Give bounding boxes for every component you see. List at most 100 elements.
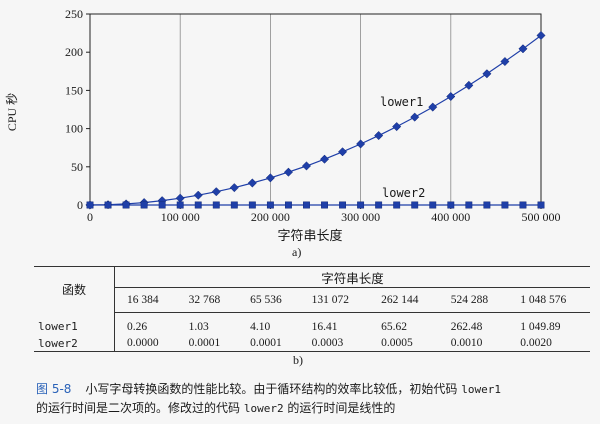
data-point-lower1: [536, 30, 546, 41]
x-tick-label: 200 000: [251, 210, 290, 224]
chart: CPU 秒 字符串长度 0 50 100 150 200 250 0 100 000 200 …: [5, 7, 561, 243]
data-point-lower1: [319, 154, 330, 164]
y-tick-label: 200: [65, 45, 83, 59]
table-header-string-length: 字符串长度: [114, 266, 590, 288]
y-ticks: 0 50 100 150 200 250: [65, 7, 90, 212]
caption-code: lower1: [461, 383, 502, 396]
table-row: lower1 0.26 1.03 4.10 16.41 65.62 262.48…: [34, 312, 590, 335]
table-size-cell: 32 768: [176, 287, 239, 313]
axes: [89, 13, 542, 206]
table-size-cell: 262 144: [369, 287, 439, 313]
data-point-lower2: [230, 201, 238, 209]
data-point-lower2: [86, 201, 94, 209]
data-point-lower2: [429, 201, 437, 209]
caption-code: lower2: [243, 402, 284, 415]
data-point-lower2: [321, 201, 328, 209]
plot-frame: [89, 13, 542, 206]
table-cell: 1 049.89: [520, 321, 561, 333]
y-tick-label: 150: [65, 83, 83, 97]
table-cell: 0.0010: [438, 335, 509, 352]
data-point-lower2: [122, 201, 130, 209]
table-size-cell: 1 048 576: [508, 287, 590, 313]
table-cell: 0.0020: [508, 335, 590, 352]
data-point-lower1: [247, 178, 257, 188]
data-point-lower2: [519, 201, 527, 209]
table-row-name: lower2: [34, 335, 115, 352]
data-point-lower2: [284, 201, 292, 209]
data-point-lower1: [283, 167, 293, 177]
data-point-lower1: [482, 69, 492, 79]
data-point-lower2: [104, 201, 112, 209]
table-cell: 0.0001: [238, 335, 300, 352]
data-point-lower2: [176, 201, 184, 209]
table-size-cell: 65 536: [238, 287, 300, 313]
data-point-lower1: [392, 122, 402, 132]
data-point-lower2: [483, 201, 491, 209]
table-cell: 65.62: [381, 321, 407, 333]
y-tick-label: 0: [77, 198, 83, 212]
data-point-lower1: [500, 56, 510, 67]
data-point-lower1: [229, 183, 239, 193]
caption-text: 的运行时间是线性的: [287, 401, 396, 415]
table-size-row: 16 384 32 768 65 536 131 072 262 144 524…: [34, 287, 590, 313]
table-cell: 0.0003: [299, 335, 370, 352]
data-point-lower2: [266, 201, 274, 209]
data-point-lower1: [265, 173, 275, 183]
data-point-lower1: [410, 112, 420, 122]
table-size-cell: 16 384: [114, 287, 177, 313]
table-cell: 4.10: [250, 321, 271, 333]
data-point-lower2: [411, 201, 419, 209]
table-row: lower2 0.0000 0.0001 0.0001 0.0003 0.000…: [34, 335, 590, 352]
table-cell: 0.0005: [369, 335, 439, 352]
data-point-lower2: [393, 201, 401, 209]
x-tick-label: 0: [87, 210, 93, 224]
data-point-lower2: [158, 201, 166, 209]
figure-caption: 图 5-8 小写字母转换函数的性能比较。由于循环结构的效率比较低，初始代码 low…: [36, 380, 592, 418]
data-point-lower1: [338, 147, 348, 157]
data-point-lower2: [375, 201, 383, 209]
data-point-lower2: [303, 201, 310, 209]
data-point-lower1: [446, 91, 456, 102]
data-point-lower1: [301, 161, 312, 171]
data-point-lower2: [194, 201, 202, 209]
table-size-cell: 524 288: [438, 287, 509, 313]
table-cell: 0.26: [127, 321, 148, 333]
data-point-lower2: [140, 201, 148, 209]
y-axis-label: CPU 秒: [5, 93, 19, 131]
data-point-lower2: [447, 201, 455, 209]
table-cell: 0.0000: [114, 335, 177, 352]
table-size-cell: 131 072: [299, 287, 370, 313]
figure-number: 图 5-8: [36, 382, 72, 396]
x-tick-label: 400 000: [431, 210, 470, 224]
data-point-lower2: [248, 201, 256, 209]
data-point-lower1: [175, 193, 185, 203]
y-tick-label: 250: [65, 7, 83, 21]
table-cell: 1.03: [188, 321, 209, 333]
series-label-lower1: lower1: [380, 95, 423, 109]
data-point-lower1: [428, 102, 438, 112]
table-cell: 262.48: [450, 321, 483, 333]
data-point-lower1: [518, 44, 528, 54]
table-cell: 0.0001: [176, 335, 239, 352]
grid: [89, 14, 542, 205]
series-label-lower2: lower2: [382, 186, 425, 200]
data-point-lower1: [211, 187, 221, 197]
data-point-lower2: [465, 201, 473, 209]
series: lower1 lower2: [85, 30, 546, 210]
data-point-lower2: [537, 201, 545, 209]
table-row-name: lower1: [34, 312, 115, 335]
data-point-lower1: [193, 190, 203, 200]
x-tick-label: 100 000: [161, 210, 200, 224]
data-point-lower1: [464, 80, 474, 90]
x-tick-label: 500 000: [522, 210, 561, 224]
y-tick-label: 50: [71, 160, 83, 174]
table-header-function: 函数: [34, 266, 115, 313]
performance-table: 函数 字符串长度 16 384 32 768 65 536 131 072 26…: [34, 266, 590, 352]
series-line-lower1: [89, 35, 542, 206]
data-point-lower1: [356, 139, 366, 149]
data-point-lower1: [374, 130, 384, 141]
data-point-lower2: [357, 201, 365, 209]
caption-text: 小写字母转换函数的性能比较。由于循环结构的效率比较低，初始代码: [85, 382, 458, 396]
data-point-lower2: [212, 201, 220, 209]
x-tick-label: 300 000: [341, 210, 380, 224]
